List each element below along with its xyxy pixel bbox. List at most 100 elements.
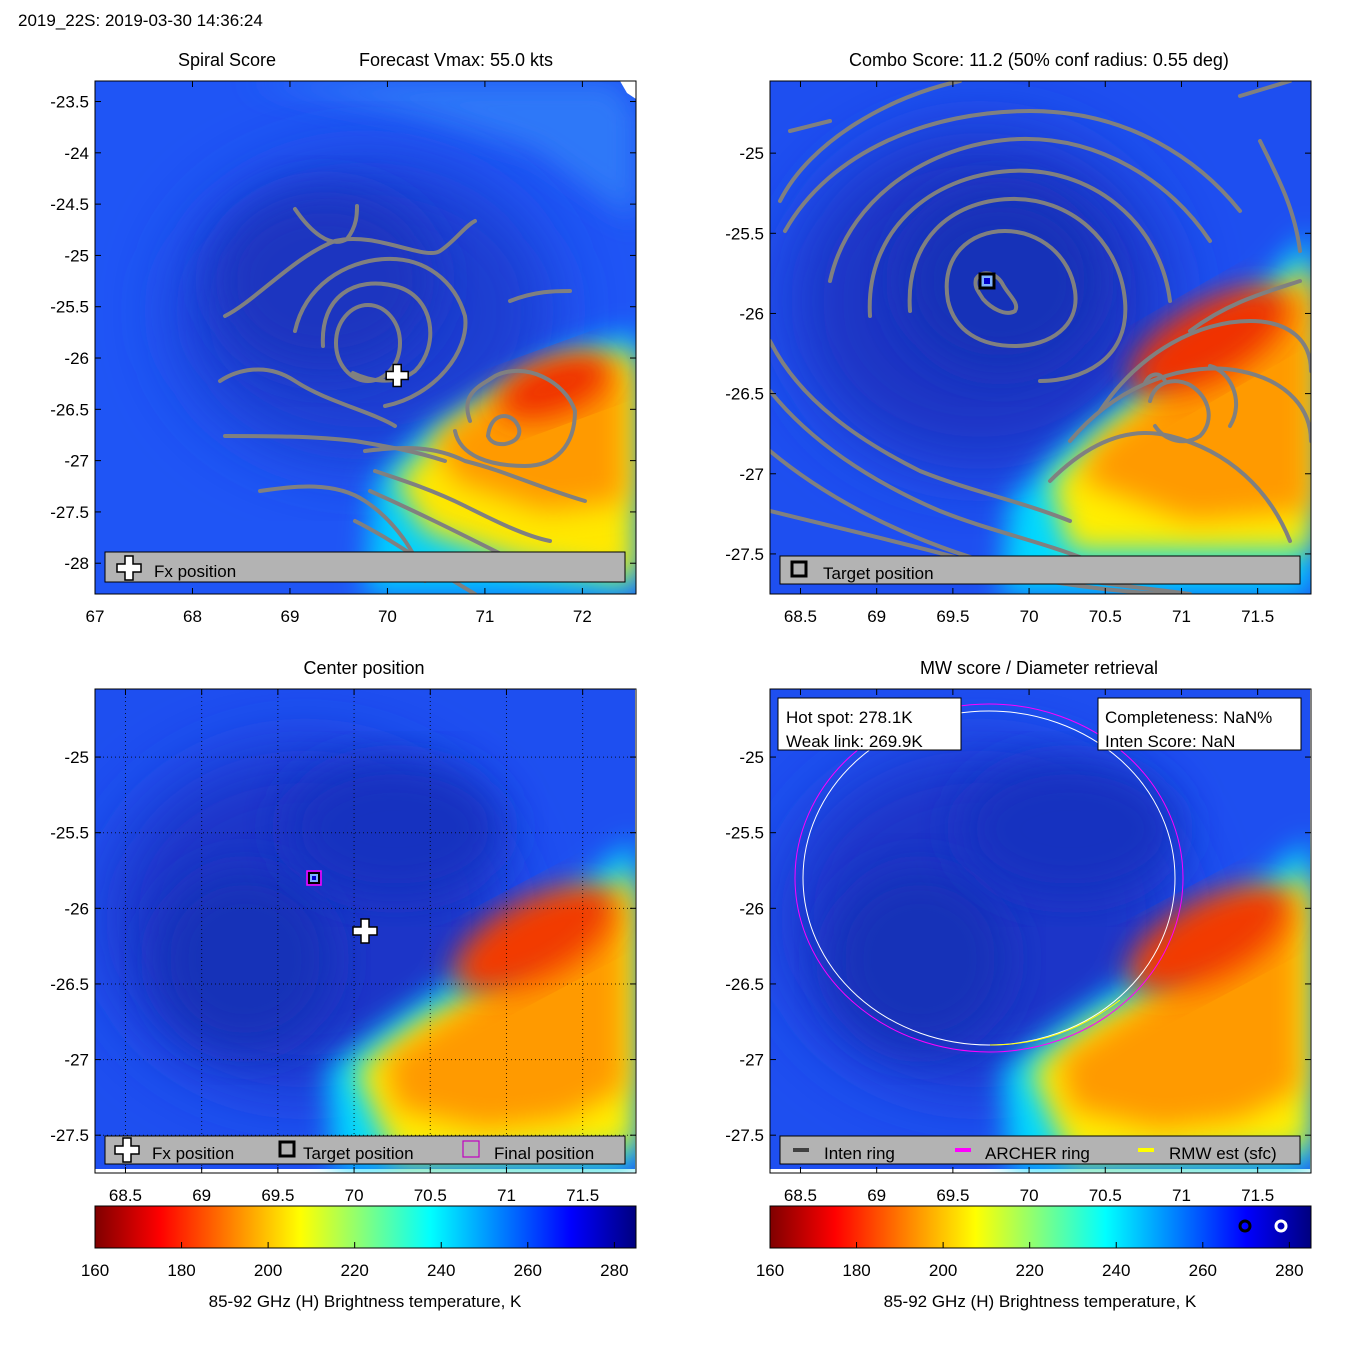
hot-spot-marker	[1238, 1219, 1252, 1233]
y-tick-label: -27.5	[725, 545, 764, 564]
fx-marker	[352, 918, 378, 944]
y-tick-label: -25	[739, 144, 764, 163]
colorbar-tick-label: 200	[254, 1261, 282, 1280]
rmw-ring	[802, 710, 1176, 1046]
y-tick-label: -27	[739, 1051, 764, 1070]
panel-title: Center position	[303, 658, 424, 678]
colorbar-label: 85-92 GHz (H) Brightness temperature, K	[884, 1292, 1197, 1311]
target-position-icon	[278, 1140, 296, 1158]
y-tick-label: -26.5	[50, 400, 89, 419]
x-tick-label: 71.5	[566, 1186, 599, 1205]
archer-ring	[794, 703, 1184, 1053]
x-tick-label: 71	[1172, 1186, 1191, 1205]
y-tick-label: -27.5	[725, 1126, 764, 1145]
annotation-box-left: Hot spot: 278.1K Weak link: 269.9K	[777, 697, 962, 751]
grid-lines	[95, 689, 636, 1173]
y-tick-label: -26.5	[50, 975, 89, 994]
colorbar: 160 180 200 220 240 260 280 85-92 GHz (H) Brig…	[756, 1205, 1312, 1311]
colorbar-ticks: 160 180 200 220 240 260 280	[81, 1242, 629, 1280]
legend: Target position	[779, 555, 1301, 585]
colorbar-tick-label: 220	[1015, 1261, 1043, 1280]
x-tick-label: 70	[378, 607, 397, 626]
colorbar-tick-label: 160	[756, 1261, 784, 1280]
x-tick-label: 69.5	[936, 607, 969, 626]
target-marker	[306, 870, 322, 886]
axes-frame	[769, 80, 1312, 595]
colorbar-tick-label: 200	[929, 1261, 957, 1280]
axis-ticks: 68.5 69 69.5 70 70.5 71 71.5 -25 -25.5 -26 -26.5 -2…	[725, 689, 1311, 1205]
y-tick-label: -26	[64, 349, 89, 368]
panel-center-position: Center position Fx position Target posit…	[50, 658, 637, 1311]
x-tick-label: 70.5	[1089, 1186, 1122, 1205]
colorbar-tick-label: 240	[1102, 1261, 1130, 1280]
colorbar-tick-label: 280	[600, 1261, 628, 1280]
axes-frame	[94, 80, 637, 595]
y-tick-label: -25.5	[725, 224, 764, 243]
y-tick-label: -24	[64, 144, 89, 163]
x-tick-label: 68.5	[784, 607, 817, 626]
x-tick-label: 69	[280, 607, 299, 626]
legend: Fx position	[104, 551, 626, 583]
heatmap-spiral	[95, 81, 636, 594]
legend-fx-label: Fx position	[152, 1144, 234, 1163]
x-tick-label: 70	[1020, 1186, 1039, 1205]
y-tick-label: -25	[64, 246, 89, 265]
x-tick-label: 68	[183, 607, 202, 626]
y-tick-label: -27	[64, 1051, 89, 1070]
axes-frame	[769, 688, 1312, 1174]
hot-spot-text: Hot spot: 278.1K	[786, 708, 913, 727]
legend-inten-label: Inten ring	[824, 1144, 895, 1163]
y-tick-label: -25.5	[50, 824, 89, 843]
x-tick-label: 68.5	[109, 1186, 142, 1205]
y-tick-label: -25.5	[50, 298, 89, 317]
y-tick-label: -28	[64, 554, 89, 573]
y-tick-label: -27	[739, 465, 764, 484]
panel-title: Combo Score: 11.2 (50% conf radius: 0.55…	[849, 50, 1229, 70]
colorbar-label: 85-92 GHz (H) Brightness temperature, K	[209, 1292, 522, 1311]
colorbar-tick-label: 160	[81, 1261, 109, 1280]
y-tick-label: -27	[64, 452, 89, 471]
weak-link-marker	[1274, 1219, 1288, 1233]
x-tick-label: 72	[573, 607, 592, 626]
figure-title: 2019_22S: 2019-03-30 14:36:24	[18, 11, 263, 30]
panel-title: MW score / Diameter retrieval	[920, 658, 1158, 678]
annotation-box-right: Completeness: NaN% Inten Score: NaN	[1097, 697, 1302, 751]
y-tick-label: -26.5	[725, 975, 764, 994]
legend: Inten ring ARCHER ring RMW est (sfc)	[779, 1135, 1301, 1165]
y-tick-label: -26.5	[725, 385, 764, 404]
final-position-icon	[462, 1140, 480, 1158]
legend-rmw-label: RMW est (sfc)	[1169, 1144, 1277, 1163]
x-tick-label: 71.5	[1241, 607, 1274, 626]
x-tick-label: 67	[86, 607, 105, 626]
fx-marker	[385, 363, 409, 388]
y-tick-label: -24.5	[50, 195, 89, 214]
colorbar-tick-label: 280	[1275, 1261, 1303, 1280]
panel-combo-score: Combo Score: 11.2 (50% conf radius: 0.55…	[725, 50, 1312, 626]
axis-ticks: 68.5 69 69.5 70 70.5 71 71.5 -25 -25.5 -26 -26.5 -2…	[725, 81, 1311, 626]
colorbar-ticks: 160 180 200 220 240 260 280	[756, 1242, 1304, 1280]
heatmap-mw	[770, 689, 1310, 1169]
colorbar-tick-label: 180	[167, 1261, 195, 1280]
colorbar-tick-label: 220	[340, 1261, 368, 1280]
legend-target-label: Target position	[823, 564, 934, 583]
legend-final-label: Final position	[494, 1144, 594, 1163]
x-tick-label: 71	[497, 1186, 516, 1205]
y-tick-label: -26	[64, 899, 89, 918]
legend-archer-label: ARCHER ring	[985, 1144, 1090, 1163]
completeness-text: Completeness: NaN%	[1105, 708, 1272, 727]
y-tick-label: -26	[739, 304, 764, 323]
fx-position-icon	[116, 555, 142, 581]
weak-link-text: Weak link: 269.9K	[786, 732, 923, 751]
axes-frame	[94, 688, 637, 1174]
colorbar-tick-label: 260	[514, 1261, 542, 1280]
x-tick-label: 70	[345, 1186, 364, 1205]
y-tick-label: -27.5	[50, 503, 89, 522]
inten-score-text: Inten Score: NaN	[1105, 732, 1235, 751]
panel-mw-score: MW score / Diameter retrieval Hot spot: …	[725, 658, 1312, 1311]
x-tick-label: 69	[192, 1186, 211, 1205]
x-tick-label: 70	[1020, 607, 1039, 626]
heatmap-center	[95, 689, 636, 1173]
legend-target-label: Target position	[303, 1144, 414, 1163]
heatmap-combo	[770, 81, 1311, 594]
